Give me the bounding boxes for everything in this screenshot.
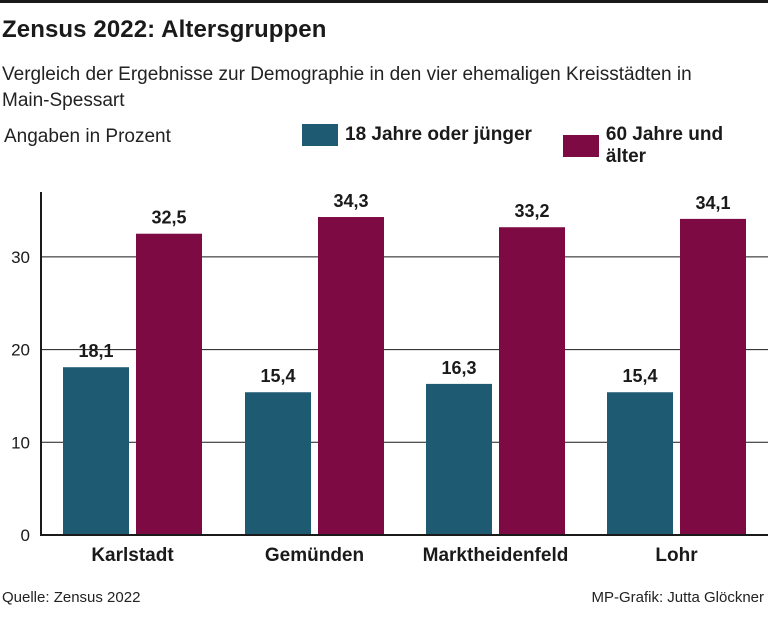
top-rule xyxy=(0,0,768,3)
bar-value-label-young-0: 18,1 xyxy=(78,341,113,361)
category-label-2: Marktheidenfeld xyxy=(423,545,569,566)
credit-note: MP-Grafik: Jutta Glöckner xyxy=(591,589,764,606)
bar-young-3 xyxy=(607,392,673,535)
y-tick-label-0: 0 xyxy=(21,526,30,545)
legend-swatch-young xyxy=(302,124,338,146)
bar-old-0 xyxy=(136,233,202,535)
legend-swatch-old xyxy=(563,135,599,157)
bar-young-2 xyxy=(426,383,492,535)
unit-note: Angaben in Prozent xyxy=(4,126,171,147)
bar-value-label-old-1: 34,3 xyxy=(333,191,368,211)
bar-value-label-old-0: 32,5 xyxy=(151,208,186,228)
legend-label-young: 18 Jahre oder jünger xyxy=(345,124,532,145)
bar-old-2 xyxy=(499,227,565,535)
source-note: Quelle: Zensus 2022 xyxy=(2,589,141,606)
y-tick-label-30: 30 xyxy=(11,248,30,267)
category-label-0: Karlstadt xyxy=(91,545,174,566)
chart-subtitle: Vergleich der Ergebnisse zur Demographie… xyxy=(2,64,692,111)
bar-value-label-old-3: 34,1 xyxy=(695,193,730,213)
bar-value-label-young-1: 15,4 xyxy=(260,366,295,386)
bar-value-label-young-3: 15,4 xyxy=(622,366,657,386)
bar-old-1 xyxy=(318,217,384,535)
bar-young-0 xyxy=(63,367,129,535)
y-tick-label-20: 20 xyxy=(11,341,30,360)
category-label-3: Lohr xyxy=(655,545,698,566)
bar-young-1 xyxy=(245,392,311,535)
category-label-1: Gemünden xyxy=(265,545,364,566)
bar-value-label-young-2: 16,3 xyxy=(441,358,476,378)
legend-item-young: 18 Jahre oder jünger xyxy=(302,124,532,146)
y-tick-label-10: 10 xyxy=(11,433,30,452)
bar-value-label-old-2: 33,2 xyxy=(514,201,549,221)
bar-old-3 xyxy=(680,218,746,535)
legend-item-old: 60 Jahre und älter xyxy=(563,124,768,168)
chart-title: Zensus 2022: Altersgruppen xyxy=(2,16,327,43)
legend-label-old: 60 Jahre und älter xyxy=(605,124,724,167)
